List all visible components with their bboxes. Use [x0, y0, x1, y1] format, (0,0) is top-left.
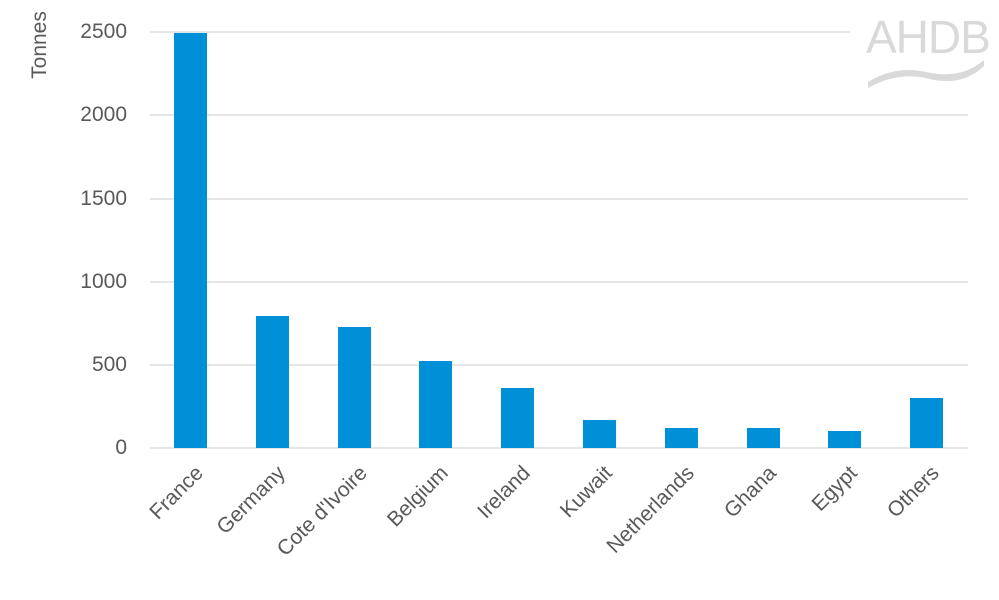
bar — [419, 361, 453, 448]
bar — [828, 431, 862, 448]
bar — [664, 428, 698, 448]
x-tick-label: Belgium — [383, 461, 454, 532]
gridline — [150, 364, 968, 366]
x-tick-label: Kuwait — [555, 461, 617, 523]
y-tick: 2000 — [80, 103, 127, 126]
gridline — [150, 198, 968, 200]
x-tick-label: Others — [883, 461, 944, 523]
gridline — [150, 31, 850, 33]
x-tick-label: Netherlands — [602, 461, 699, 558]
y-tick: 0 — [115, 436, 127, 459]
logo-text: AHDB — [866, 11, 991, 63]
gridline — [150, 281, 968, 283]
gridline — [150, 114, 968, 116]
x-tick-label: Ireland — [473, 461, 535, 524]
x-tick-label: Ghana — [719, 461, 781, 523]
bar — [501, 388, 535, 448]
y-tick: 1000 — [80, 270, 127, 293]
bar — [255, 315, 289, 448]
y-tick: 2500 — [80, 20, 127, 43]
bar — [174, 32, 207, 448]
bar — [583, 419, 616, 448]
gridline — [150, 447, 968, 449]
ahdb-logo: AHDB — [866, 10, 991, 90]
bar — [746, 428, 780, 448]
bar — [337, 327, 371, 448]
bar — [910, 398, 944, 448]
x-tick-label: Egypt — [807, 461, 863, 516]
y-tick: 1500 — [80, 187, 127, 210]
x-tick-label: Germany — [212, 461, 290, 539]
x-tick-label: France — [145, 461, 208, 524]
y-tick: 500 — [91, 353, 127, 376]
y-axis-label: Tonnes — [28, 11, 51, 79]
logo-swoosh-icon — [868, 60, 984, 88]
